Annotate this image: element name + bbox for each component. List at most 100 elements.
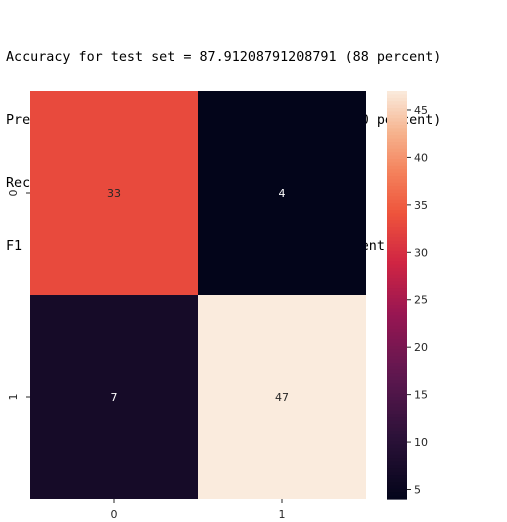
colorbar-segment <box>387 254 407 259</box>
colorbar-segment <box>387 250 407 255</box>
colorbar-segment <box>387 274 407 279</box>
colorbar-segment <box>387 352 407 357</box>
colorbar-segment <box>387 482 407 486</box>
colorbar-segment <box>387 390 407 395</box>
colorbar-segment <box>387 397 407 401</box>
colorbar-segment <box>387 142 407 146</box>
colorbar-tick-label: 35 <box>414 199 428 212</box>
colorbar-segment <box>387 288 407 293</box>
heatmap-cell <box>198 91 366 295</box>
colorbar-segment <box>387 227 407 231</box>
colorbar-segment <box>387 125 407 129</box>
colorbar-segment <box>387 451 407 456</box>
colorbar-segment <box>387 356 407 361</box>
colorbar-segment <box>387 431 407 435</box>
colorbar-segment <box>387 199 407 204</box>
colorbar-segment <box>387 210 407 214</box>
colorbar-segment <box>387 240 407 245</box>
colorbar-segment <box>387 131 407 136</box>
heatmap-cell <box>30 295 198 499</box>
colorbar-segment <box>387 434 407 439</box>
colorbar-segment <box>387 322 407 327</box>
colorbar-segment <box>387 332 407 337</box>
colorbar-segment <box>387 315 407 320</box>
colorbar-segment <box>387 97 407 102</box>
colorbar-segment <box>387 247 407 252</box>
colorbar-segment <box>387 281 407 286</box>
colorbar-segment <box>387 237 407 242</box>
colorbar-segment <box>387 172 407 177</box>
colorbar-segment <box>387 461 407 466</box>
colorbar-segment <box>387 495 407 500</box>
colorbar-segment <box>387 427 407 432</box>
x-tick-label: 0 <box>111 508 118 521</box>
colorbar-segment <box>387 176 407 180</box>
colorbar-segment <box>387 291 407 296</box>
colorbar-segment <box>387 444 407 449</box>
heatmap-cell <box>198 295 366 499</box>
colorbar-segment <box>387 339 407 344</box>
colorbar-segment <box>387 349 407 354</box>
colorbar-segment <box>387 312 407 316</box>
colorbar-tick-label: 25 <box>414 294 428 307</box>
colorbar-segment <box>387 189 407 194</box>
colorbar-segment <box>387 359 407 364</box>
colorbar-segment <box>387 437 407 442</box>
colorbar-segment <box>387 407 407 412</box>
colorbar-segment <box>387 471 407 476</box>
colorbar-segment <box>387 128 407 133</box>
colorbar-tick-label: 15 <box>414 389 428 402</box>
colorbar-segment <box>387 114 407 119</box>
colorbar-segment <box>387 101 407 106</box>
colorbar-tick-label: 10 <box>414 436 428 449</box>
colorbar-segment <box>387 91 407 95</box>
colorbar-segment <box>387 230 407 235</box>
colorbar-segment <box>387 179 407 184</box>
colorbar-segment <box>387 159 407 163</box>
colorbar-segment <box>387 458 407 463</box>
colorbar-segment <box>387 196 407 201</box>
colorbar-segment <box>387 485 407 490</box>
cell-value-label: 7 <box>111 391 118 404</box>
colorbar-segment <box>387 264 407 269</box>
colorbar-segment <box>387 400 407 405</box>
colorbar-segment <box>387 346 407 350</box>
colorbar-tick-label: 5 <box>414 484 421 497</box>
colorbar-segment <box>387 267 407 272</box>
colorbar-segment <box>387 403 407 408</box>
colorbar-segment <box>387 162 407 167</box>
colorbar-segment <box>387 301 407 306</box>
colorbar-segment <box>387 261 407 265</box>
accuracy-line: Accuracy for test set = 87.9120879120879… <box>6 50 442 65</box>
colorbar-tick-label: 30 <box>414 246 428 259</box>
colorbar-segment <box>387 393 407 398</box>
colorbar-segment <box>387 135 407 140</box>
colorbar-segment <box>387 206 407 211</box>
colorbar-segment <box>387 376 407 381</box>
colorbar-segment <box>387 193 407 197</box>
colorbar-segment <box>387 121 407 126</box>
cell-value-label: 33 <box>107 187 121 200</box>
colorbar-segment <box>387 155 407 160</box>
y-tick-label: 0 <box>7 190 20 197</box>
colorbar-segment <box>387 108 407 112</box>
colorbar-segment <box>387 373 407 378</box>
colorbar-segment <box>387 244 407 248</box>
colorbar-tick-label: 45 <box>414 104 428 117</box>
colorbar-segment <box>387 186 407 191</box>
colorbar-segment <box>387 145 407 150</box>
colorbar-segment <box>387 441 407 446</box>
colorbar-segment <box>387 278 407 282</box>
colorbar-segment <box>387 223 407 228</box>
colorbar-segment <box>387 233 407 238</box>
colorbar-segment <box>387 111 407 116</box>
colorbar-segment <box>387 488 407 493</box>
colorbar-segment <box>387 216 407 221</box>
colorbar-segment <box>387 478 407 483</box>
colorbar-segment <box>387 295 407 299</box>
colorbar-segment <box>387 386 407 391</box>
colorbar-segment <box>387 169 407 174</box>
colorbar-segment <box>387 414 407 418</box>
colorbar-segment <box>387 94 407 99</box>
